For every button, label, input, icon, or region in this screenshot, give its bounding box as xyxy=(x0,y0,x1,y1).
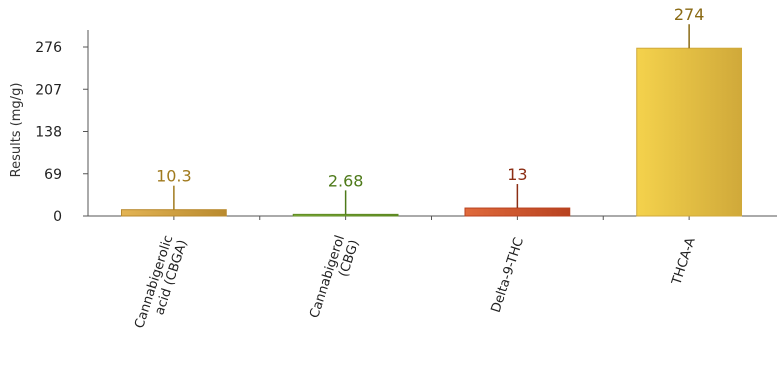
y-tick-label: 207 xyxy=(35,82,62,98)
bar xyxy=(636,47,743,217)
y-tick-label: 138 xyxy=(35,125,62,141)
bars xyxy=(120,47,743,217)
data-labels: 10.3 2.68 13 274 xyxy=(156,5,705,215)
x-tick-label: Delta-9-THC xyxy=(489,236,527,315)
bar xyxy=(120,209,227,217)
data-label: 2.68 xyxy=(328,171,364,190)
x-tick-label: Cannabigerol(CBG) xyxy=(307,234,362,325)
y-tick-label: 69 xyxy=(44,167,62,183)
y-axis-label: Results (mg/g) xyxy=(9,83,24,178)
category-labels: Cannabigerolicacid (CBGA) Cannabigerol(CB… xyxy=(132,234,699,336)
bar xyxy=(292,213,399,217)
data-label: 274 xyxy=(674,5,705,24)
x-ticks xyxy=(173,216,690,220)
x-tick-label: Cannabigerolicacid (CBGA) xyxy=(132,234,191,336)
y-tick-label: 0 xyxy=(53,209,62,225)
y-tick-label: 276 xyxy=(35,40,62,56)
x-tick-label: THCA-A xyxy=(669,236,699,288)
data-label: 10.3 xyxy=(156,167,192,186)
data-label: 13 xyxy=(507,165,527,184)
bar xyxy=(464,207,571,217)
y-ticks: 0 69 138 207 276 xyxy=(35,40,88,225)
